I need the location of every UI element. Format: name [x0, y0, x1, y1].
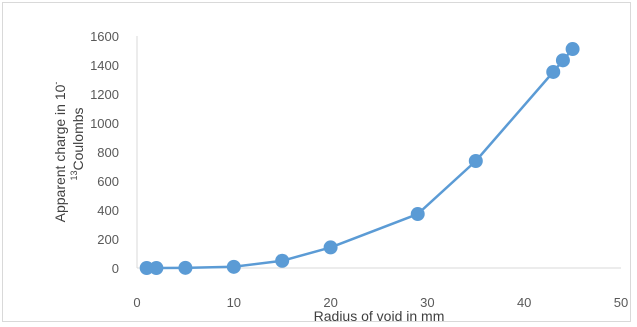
x-axis-title: Radius of void in mm — [314, 308, 445, 323]
data-point — [139, 261, 154, 275]
data-point — [275, 253, 290, 268]
y-tick-label: 0 — [112, 261, 119, 276]
series-line — [146, 48, 574, 270]
chart: 0 200 400 600 800 1000 1200 1400 1600 0 10 20 30 40 5… — [51, 29, 628, 323]
x-tick-label: 40 — [517, 295, 531, 310]
y-tick-labels: 0 200 400 600 800 1000 1200 1400 1600 — [90, 29, 119, 276]
y-tick-label: 800 — [97, 145, 119, 160]
y-axis-title-line1: Apparent charge in 10- — [51, 82, 68, 223]
x-tick-labels: 0 10 20 30 40 50 — [133, 295, 628, 310]
chart-frame: 0 200 400 600 800 1000 1200 1400 1600 0 10 20 30 40 5… — [2, 2, 631, 323]
y-axis-title-main: Apparent charge in 10 — [52, 84, 68, 222]
x-tick-label: 0 — [133, 295, 140, 310]
y-axis-title-sup-top: - — [51, 82, 61, 85]
data-point — [468, 153, 483, 168]
y-tick-label: 200 — [97, 232, 119, 247]
y-tick-label: 1600 — [90, 29, 119, 44]
data-point — [226, 259, 241, 274]
y-tick-label: 1400 — [90, 58, 119, 73]
y-tick-label: 600 — [97, 174, 119, 189]
y-axis-title-line2: 13Coulombs — [69, 107, 86, 180]
data-point — [178, 260, 193, 275]
x-tick-label: 30 — [420, 295, 434, 310]
data-point — [149, 261, 164, 275]
data-point — [565, 42, 580, 57]
y-tick-label: 400 — [97, 203, 119, 218]
data-point — [546, 64, 561, 79]
data-point — [555, 53, 570, 68]
y-axis-title-sup: 13 — [69, 171, 79, 181]
data-point — [410, 207, 425, 222]
x-tick-label: 10 — [227, 295, 241, 310]
y-tick-label: 1000 — [90, 116, 119, 131]
x-tick-label: 50 — [614, 295, 628, 310]
data-points — [139, 42, 580, 275]
y-axis-title-unit: Coulombs — [70, 107, 86, 170]
x-tick-label: 20 — [323, 295, 337, 310]
series-polyline — [146, 48, 574, 270]
data-point — [323, 240, 338, 255]
y-tick-label: 1200 — [90, 87, 119, 102]
